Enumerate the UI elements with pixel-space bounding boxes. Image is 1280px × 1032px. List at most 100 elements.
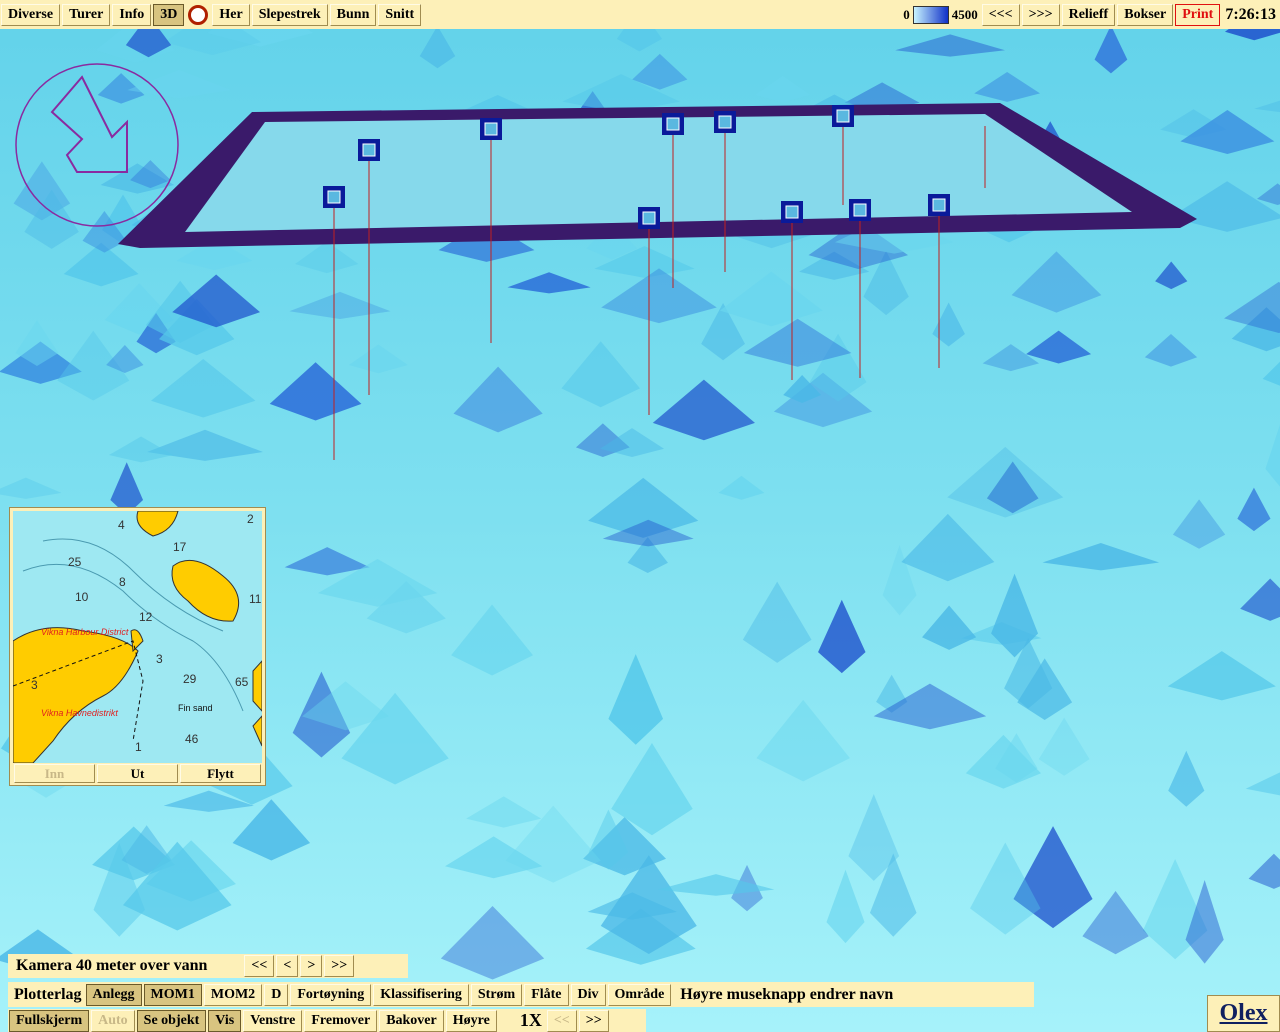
button[interactable]: Turer <box>62 3 111 26</box>
terrain-facet <box>809 333 867 402</box>
terrain-facet <box>611 742 693 836</box>
button[interactable]: Område <box>607 983 672 1006</box>
terrain-facet <box>627 537 668 573</box>
button[interactable]: Ut <box>97 764 178 783</box>
terrain-facet <box>1142 858 1208 960</box>
depth-label: 3 <box>156 652 163 666</box>
terrain-facet <box>895 34 1006 57</box>
terrain-facet <box>965 734 1042 789</box>
depth-label: 65 <box>235 675 249 689</box>
button[interactable]: 3D <box>153 3 185 26</box>
terrain-facet <box>974 72 1041 102</box>
terrain-facet <box>163 9 262 56</box>
button[interactable]: >>> <box>1021 3 1060 26</box>
button[interactable]: Diverse <box>1 3 61 26</box>
button[interactable]: < <box>276 955 299 977</box>
terrain-facet <box>657 874 775 896</box>
button[interactable]: Anlegg <box>85 983 142 1006</box>
button[interactable]: Slepestrek <box>251 3 328 26</box>
buoy-core <box>836 109 850 123</box>
button[interactable]: Bunn <box>329 3 377 26</box>
terrain-facet <box>151 358 256 418</box>
terrain-facet <box>451 604 533 676</box>
terrain-facet <box>1094 25 1128 74</box>
button[interactable]: Fortøyning <box>290 983 372 1006</box>
button[interactable]: Flåte <box>524 983 569 1006</box>
button[interactable]: Relieff <box>1061 3 1116 26</box>
button[interactable]: Venstre <box>243 1009 303 1032</box>
brand: Olex <box>1207 995 1280 1032</box>
terrain-facet <box>82 211 127 253</box>
button[interactable]: Info <box>112 3 152 26</box>
button[interactable]: Snitt <box>378 3 422 26</box>
minimap-buttons: Inn Ut Flytt <box>13 764 262 783</box>
terrain-facet <box>97 73 145 104</box>
terrain-facet <box>1170 181 1280 232</box>
terrain-facet <box>341 692 449 785</box>
button[interactable]: <<< <box>981 3 1020 26</box>
button[interactable]: Bokser <box>1117 3 1174 26</box>
terrain-facet <box>302 681 390 731</box>
button[interactable]: Fullskjerm <box>9 1009 90 1032</box>
terrain-facet <box>995 733 1038 783</box>
button[interactable]: Strøm <box>470 983 523 1006</box>
button[interactable]: Se objekt <box>136 1009 207 1032</box>
terrain-facet <box>756 699 850 782</box>
label: 4500 <box>951 6 978 22</box>
terrain-facet <box>1180 109 1275 154</box>
button[interactable]: MOM2 <box>203 983 263 1006</box>
buoy-core <box>785 205 799 219</box>
terrain-facet <box>575 423 630 457</box>
button[interactable]: Fremover <box>304 1009 378 1032</box>
button[interactable]: << <box>244 955 275 977</box>
terrain-facet <box>1082 891 1149 955</box>
button[interactable]: Auto <box>91 1009 135 1032</box>
button[interactable]: << <box>546 1009 577 1032</box>
depth-label: 29 <box>183 672 197 686</box>
depth-label: 46 <box>185 732 199 746</box>
terrain-facet <box>110 462 144 516</box>
terrain-facet <box>1237 487 1271 532</box>
button[interactable]: Print <box>1175 3 1221 26</box>
compass-ring <box>15 63 179 227</box>
terrain-facet <box>1231 307 1280 352</box>
depth-label: 25 <box>68 555 82 569</box>
buoy-core <box>484 122 498 136</box>
label: Plotterlag <box>14 985 82 1003</box>
terrain-facet <box>1240 578 1280 621</box>
button[interactable]: Flytt <box>180 764 261 783</box>
button[interactable]: Her <box>212 3 250 26</box>
terrain-facet <box>292 671 351 758</box>
button[interactable]: Bakover <box>379 1009 444 1032</box>
button[interactable]: Inn <box>14 764 95 783</box>
terrain-facet <box>1167 651 1276 701</box>
button[interactable]: > <box>300 955 323 977</box>
place-label: Vikna Havnedistrikt <box>41 708 118 718</box>
buoy-core <box>932 198 946 212</box>
button[interactable]: MOM1 <box>143 983 202 1006</box>
terrain-facet <box>718 475 765 500</box>
compass-button[interactable] <box>188 4 209 25</box>
terrain-facet <box>602 519 694 547</box>
button[interactable]: Div <box>570 983 606 1006</box>
terrain-facet <box>24 189 79 249</box>
terrain-facet <box>869 853 917 937</box>
button[interactable]: D <box>264 983 289 1006</box>
button[interactable]: >> <box>578 1009 609 1032</box>
button[interactable]: Høyre <box>445 1009 497 1032</box>
label: Kamera 40 meter over vann <box>16 957 208 974</box>
button[interactable]: Klassifisering <box>373 983 469 1006</box>
label: 0 <box>903 6 910 22</box>
terrain-facet <box>826 869 865 944</box>
terrain-facet <box>89 117 136 141</box>
label: 1X <box>519 1010 542 1030</box>
button[interactable]: >> <box>324 955 355 977</box>
terrain-facet <box>562 74 680 113</box>
depth-label: 3 <box>31 678 38 692</box>
terrain-facet <box>440 905 545 980</box>
button[interactable]: Vis <box>208 1009 242 1032</box>
terrain-facet <box>15 320 59 367</box>
place-label: Vikna Harbour District <box>41 627 129 637</box>
terrain-facet <box>172 274 261 328</box>
